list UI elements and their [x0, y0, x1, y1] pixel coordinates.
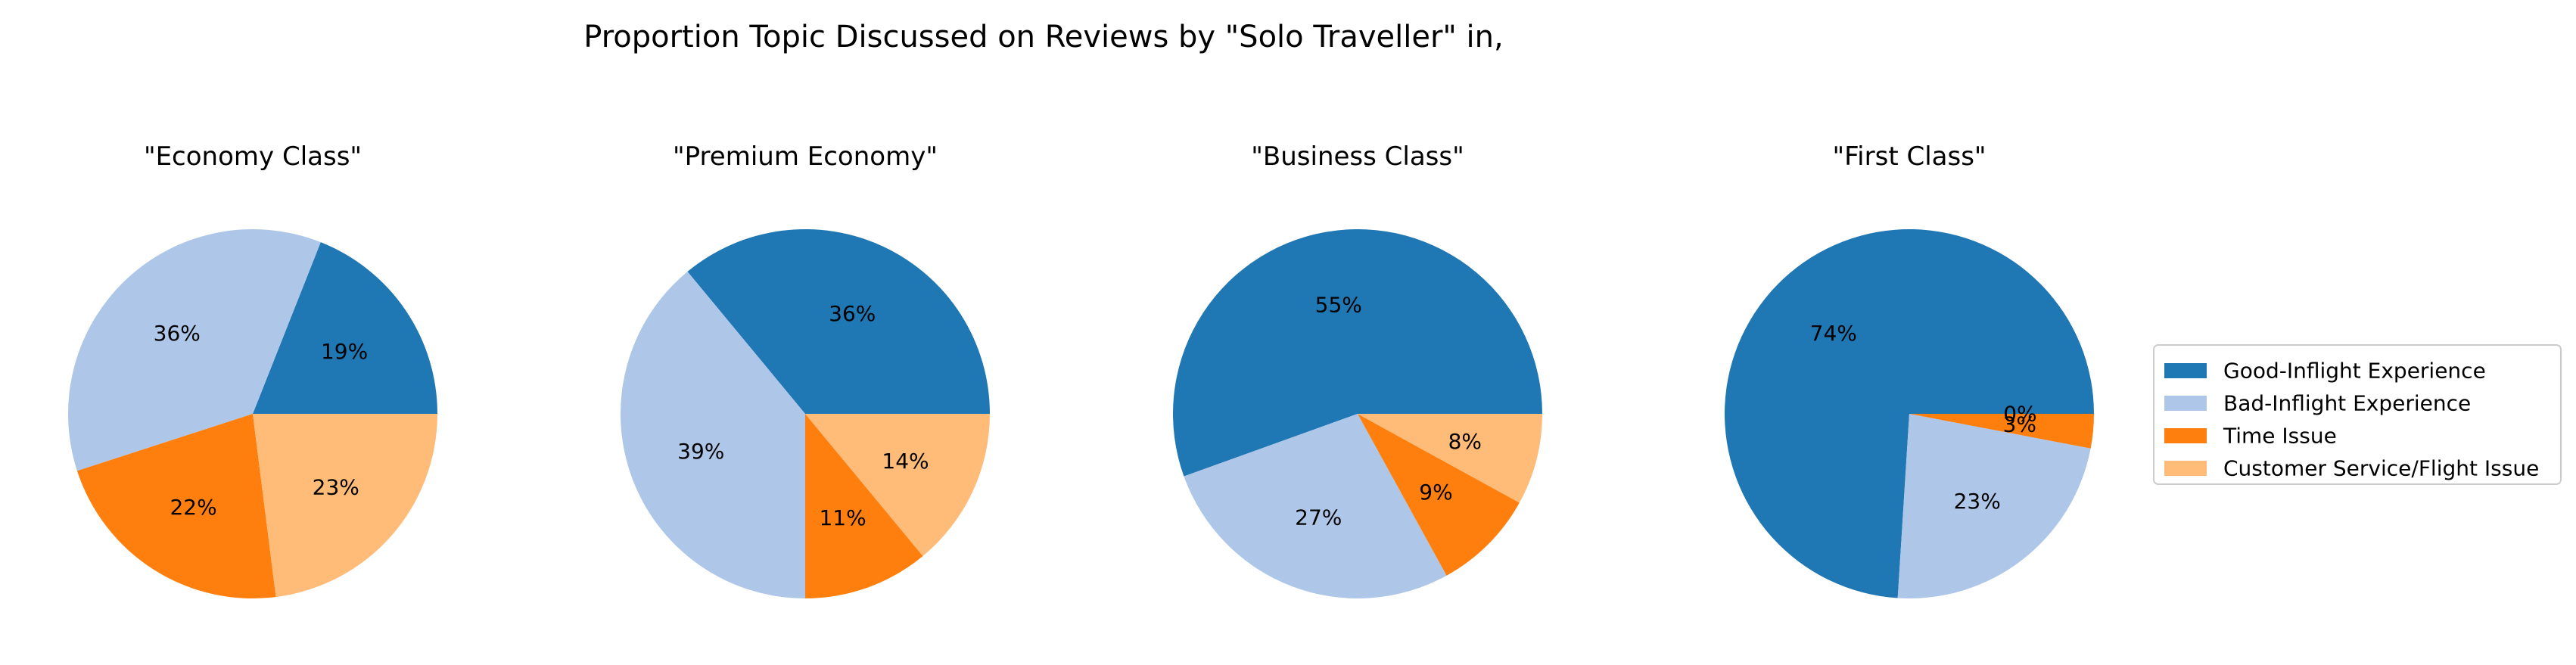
pie-chart-4: "First Class" 74% 23% 3%0%: [1724, 141, 2094, 598]
slice-percent-label: 27%: [1295, 505, 1342, 530]
pie-slice: [76, 414, 276, 599]
slice-percent-label: 22%: [170, 495, 216, 520]
legend-frame: [2153, 344, 2562, 485]
figure-title: Proportion Topic Discussed on Reviews by…: [583, 20, 1503, 54]
slice-percent-label: 74%: [1810, 321, 1857, 346]
slice-percent-label: 14%: [882, 449, 929, 474]
slice-percent-label: 8%: [1448, 429, 1482, 454]
pie-chart-1: "Economy Class" 19% 36% 22% 23%: [67, 141, 437, 599]
pie-slice: [1358, 414, 1542, 503]
pie-title: "Premium Economy": [673, 141, 938, 172]
pie-slice: [1173, 229, 1542, 477]
slice-percent-label: 23%: [313, 474, 359, 499]
legend-swatch: [2164, 428, 2207, 443]
slice-percent-label: 55%: [1315, 292, 1362, 317]
pie-slice: [67, 229, 321, 471]
slice-percent-label: 0%: [2003, 402, 2036, 427]
pie-charts: "Economy Class" 19% 36% 22% 23% "Premium Econ…: [67, 141, 2094, 599]
pie-chart-3: "Business Class" 55% 27% 9% 8%: [1173, 141, 1542, 598]
slice-percent-label: 19%: [321, 339, 368, 364]
pie-slice: [805, 414, 923, 598]
slice-percent-label: 11%: [819, 505, 866, 530]
pie-slice: [805, 414, 990, 557]
pie-slice: [1724, 229, 2094, 598]
pie-slice: [1909, 414, 2094, 449]
slice-percent-label: 39%: [677, 439, 724, 464]
slice-percent-label: 36%: [154, 321, 201, 346]
slice-percent-label: 36%: [829, 301, 876, 326]
slice-percent-label: 3%: [2003, 412, 2036, 437]
legend-swatch: [2164, 363, 2207, 378]
legend-swatch: [2164, 461, 2207, 476]
slice-percent-label: 9%: [1419, 480, 1452, 505]
pie-slice: [253, 242, 437, 414]
legend-label: Bad-Inflight Experience: [2223, 391, 2471, 416]
legend-label: Good-Inflight Experience: [2223, 359, 2486, 384]
legend-label: Customer Service/Flight Issue: [2223, 456, 2539, 481]
pie-slice: [253, 414, 437, 598]
legend: Good-Inflight Experience Bad-Inflight Exp…: [2153, 344, 2562, 485]
pie-title: "Economy Class": [144, 141, 362, 172]
legend-swatch: [2164, 396, 2207, 411]
pie-slice: [687, 229, 990, 414]
pie-slice: [1897, 414, 2091, 598]
pie-title: "First Class": [1832, 141, 1986, 172]
pie-chart-2: "Premium Economy" 36% 39% 11% 14%: [621, 141, 990, 598]
pie-title: "Business Class": [1251, 141, 1464, 172]
pie-slice: [621, 271, 805, 598]
slice-percent-label: 23%: [1954, 489, 2001, 514]
pie-slice: [1184, 414, 1447, 598]
pie-slice: [1358, 414, 1520, 576]
legend-label: Time Issue: [2223, 424, 2337, 449]
